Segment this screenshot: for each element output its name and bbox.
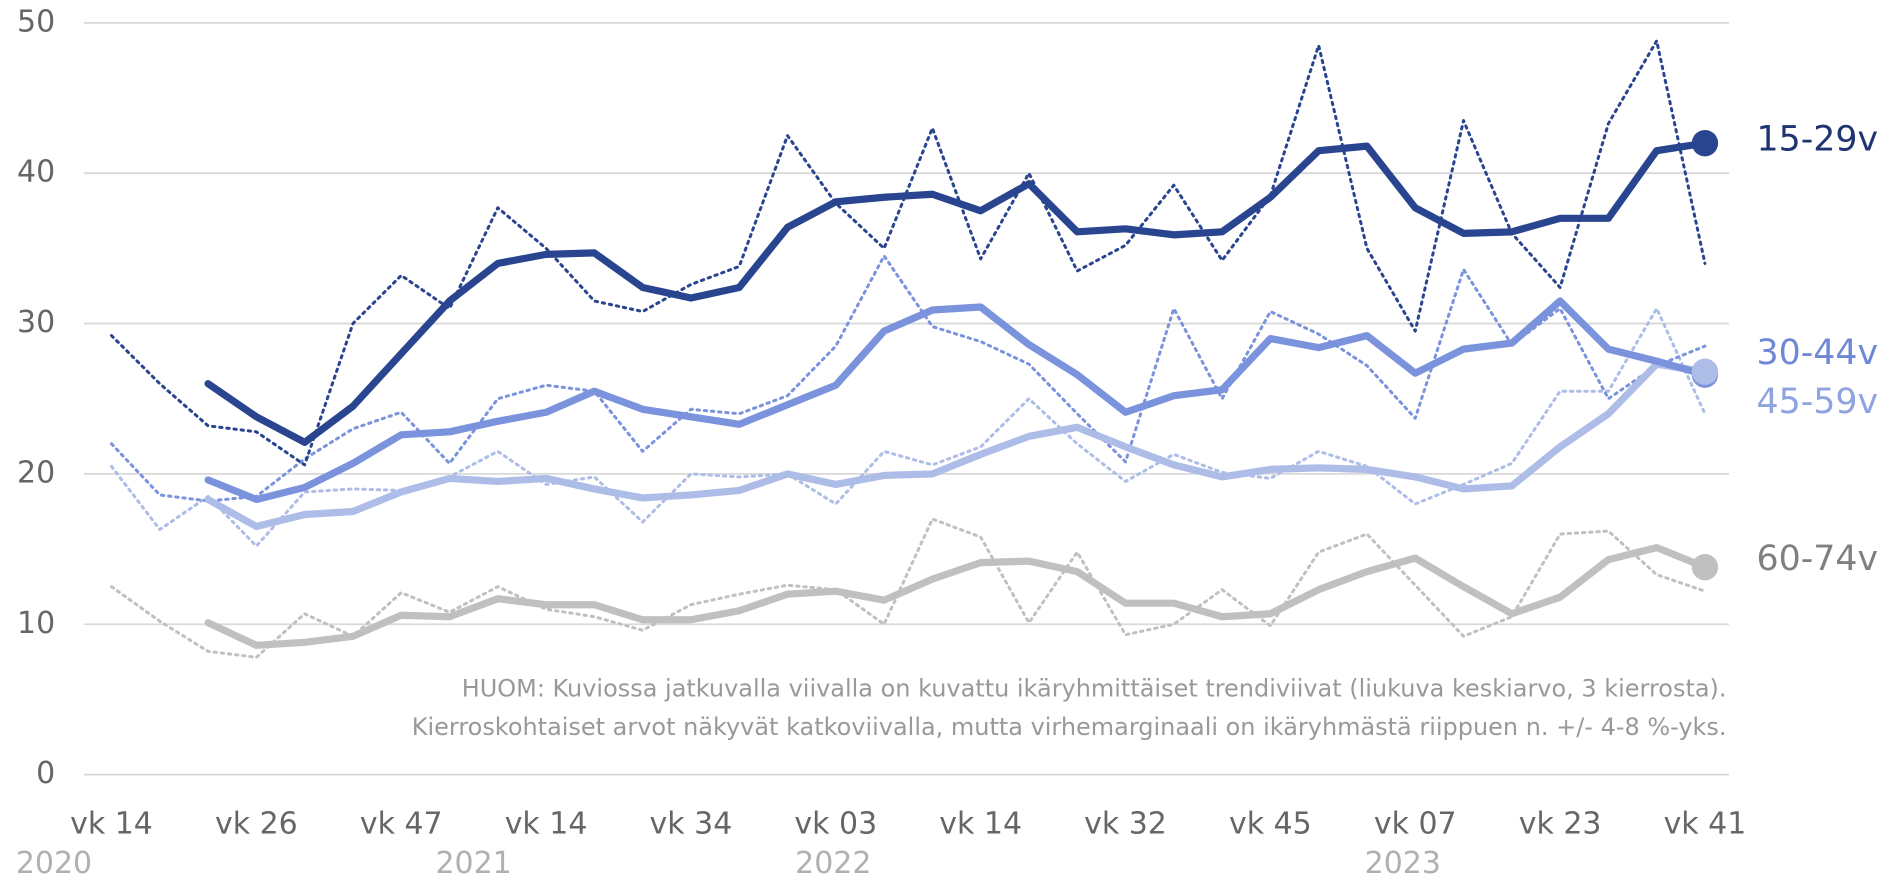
legend-label: 60-74v [1757,539,1879,579]
legend-label: 45-59v [1757,382,1879,422]
trend-line [204,360,1709,531]
y-tick-label: 10 [17,606,55,641]
x-tick-label: vk 14 [505,806,588,841]
end-dot [1691,358,1719,385]
x-tick-label: vk 34 [650,806,733,841]
end-dot [1691,129,1719,157]
y-tick-label: 40 [17,155,55,190]
y-tick-label: 20 [17,455,55,490]
x-tick-label: vk 14 [939,806,1022,841]
y-tick-label: 50 [17,4,55,39]
round-line [110,517,1707,659]
x-tick-label: vk 03 [794,806,877,841]
year-label: 2021 [435,846,511,879]
x-tick-label: vk 26 [215,806,298,841]
legend-label: 30-44v [1757,333,1879,373]
round-line [110,39,1707,467]
note: Kierroskohtaiset arvot näkyvät katkoviiv… [412,713,1727,741]
round-line [110,254,1707,503]
x-tick-label: vk 07 [1374,806,1457,841]
end-dot [1691,553,1719,581]
trend-line [204,543,1709,649]
x-tick-label: vk 23 [1519,806,1602,841]
y-tick-label: 30 [17,305,55,340]
x-tick-label: vk 41 [1664,806,1747,841]
trend-line [204,297,1709,504]
x-tick-label: vk 47 [360,806,443,841]
x-tick-label: vk 32 [1084,806,1167,841]
legend-label: 15-29v [1757,119,1879,159]
year-label: 2020 [16,846,92,879]
y-tick-label: 0 [36,756,55,791]
year-label: 2022 [795,846,871,879]
round-line [110,307,1707,548]
x-tick-label: vk 14 [70,806,153,841]
trend-line [204,139,1709,446]
year-label: 2023 [1365,846,1441,879]
note: HUOM: Kuviossa jatkuvalla viivalla on ku… [462,674,1727,702]
x-tick-label: vk 45 [1229,806,1312,841]
